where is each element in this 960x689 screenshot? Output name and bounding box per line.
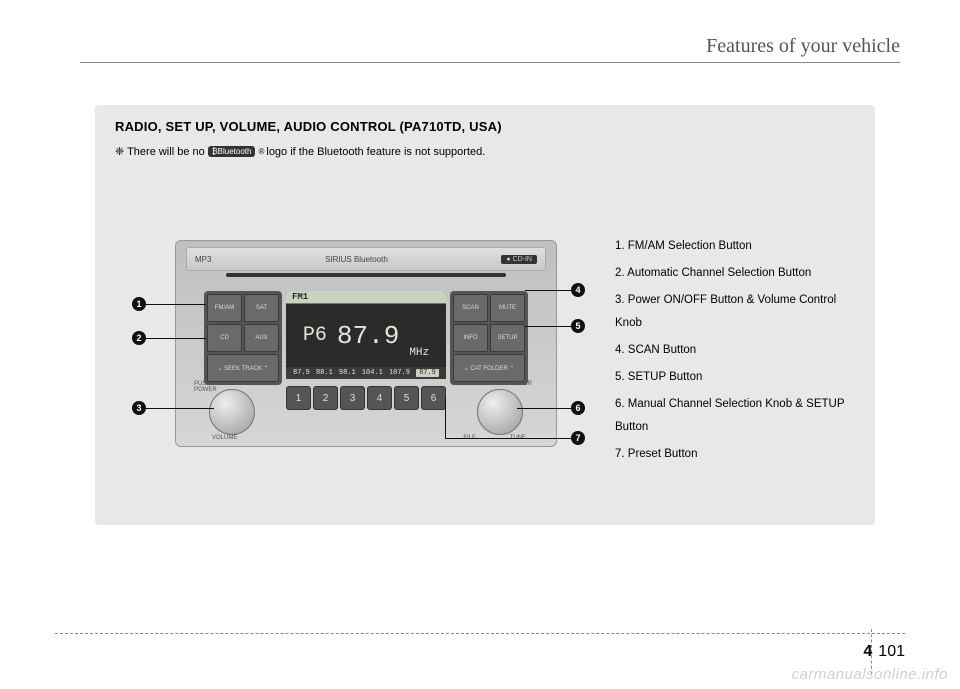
- registered-mark: ®: [258, 147, 264, 156]
- setup-button: SETUP: [490, 324, 525, 352]
- radio-top-strip: MP3 SIRIUS Bluetooth ● CD-IN: [186, 247, 546, 271]
- info-button: INFO: [453, 324, 488, 352]
- mp3-label: MP3: [195, 255, 211, 264]
- preset-freq-3: 98.1: [339, 369, 356, 377]
- callout-3-line: [146, 408, 214, 409]
- preset-freq-4: 104.1: [362, 369, 383, 377]
- page-number: 4 101: [863, 643, 905, 661]
- callout-3: 3: [132, 401, 146, 415]
- radio-illustration: MP3 SIRIUS Bluetooth ● CD-IN FM/AM SAT C…: [175, 240, 557, 447]
- callout-7-line: [445, 438, 571, 439]
- legend-item-4: 4. SCAN Button: [615, 339, 855, 362]
- left-button-panel: FM/AM SAT CD AUX ⌄ SEEK TRACK ⌃: [204, 291, 282, 385]
- legend-list: 1. FM/AM Selection Button 2. Automatic C…: [615, 235, 855, 470]
- callout-1: 1: [132, 297, 146, 311]
- volume-knob: [209, 389, 255, 435]
- cd-in-indicator: ● CD-IN: [501, 255, 537, 264]
- tune-knob: [477, 389, 523, 435]
- right-button-panel: SCAN MUTE INFO SETUP ⌄ CAT FOLDER ⌃: [450, 291, 528, 385]
- cd-button: CD: [207, 324, 242, 352]
- mute-button: MUTE: [490, 294, 525, 322]
- callout-7: 7: [571, 431, 585, 445]
- legend-item-2: 2. Automatic Channel Selection Button: [615, 262, 855, 285]
- preset-freq-2: 88.1: [316, 369, 333, 377]
- legend-item-3: 3. Power ON/OFF Button & Volume Control …: [615, 289, 855, 335]
- legend-item-5: 5. SETUP Button: [615, 366, 855, 389]
- screen-preset: P6: [303, 324, 327, 347]
- push-power-label: PUSH POWER: [194, 381, 217, 393]
- callout-5: 5: [571, 319, 585, 333]
- sirius-label: SIRIUS Bluetooth: [325, 255, 388, 264]
- page-number-value: 101: [878, 643, 905, 661]
- preset-btn-5: 5: [394, 386, 419, 410]
- legend-item-1: 1. FM/AM Selection Button: [615, 235, 855, 258]
- screen-presets-row: 87.9 88.1 98.1 104.1 107.9 87.9: [286, 367, 446, 379]
- callout-6: 6: [571, 401, 585, 415]
- preset-freq-5: 107.9: [389, 369, 410, 377]
- cd-slot: [226, 273, 506, 277]
- legend-item-7: 7. Preset Button: [615, 443, 855, 466]
- note-suffix: logo if the Bluetooth feature is not sup…: [266, 146, 485, 158]
- note-prefix: ❈ There will be no: [115, 145, 205, 158]
- watermark: carmanualsonline.info: [792, 666, 948, 683]
- preset-btn-2: 2: [313, 386, 338, 410]
- header-rule: [80, 62, 900, 63]
- preset-freq-6: 87.9: [416, 369, 439, 377]
- screen-unit: MHz: [409, 347, 429, 359]
- aux-button: AUX: [244, 324, 279, 352]
- sat-button: SAT: [244, 294, 279, 322]
- screen-band: FM1: [286, 291, 446, 304]
- bluetooth-badge: ₿ Bluetooth: [208, 146, 256, 157]
- callout-5-line: [525, 326, 571, 327]
- content-box: RADIO, SET UP, VOLUME, AUDIO CONTROL (PA…: [95, 105, 875, 525]
- volume-label: VOLUME: [212, 435, 237, 441]
- preset-btn-6: 6: [421, 386, 446, 410]
- preset-freq-1: 87.9: [293, 369, 310, 377]
- callout-2-line: [146, 338, 206, 339]
- legend-item-6: 6. Manual Channel Selection Knob & SETUP…: [615, 393, 855, 439]
- page-header: Features of your vehicle: [706, 35, 900, 58]
- bluetooth-badge-text: Bluetooth: [218, 147, 252, 156]
- scan-button: SCAN: [453, 294, 488, 322]
- section-number: 4: [863, 643, 872, 661]
- box-note: ❈ There will be no ₿ Bluetooth ® logo if…: [115, 145, 485, 158]
- radio-screen: FM1 P6 87.9 MHz 87.9 88.1 98.1 104.1 107…: [286, 291, 446, 379]
- footer-dashed-line: [55, 633, 905, 634]
- preset-button-bar: 1 2 3 4 5 6: [286, 386, 446, 410]
- callout-4: 4: [571, 283, 585, 297]
- callout-7-line-v: [445, 398, 446, 438]
- box-title: RADIO, SET UP, VOLUME, AUDIO CONTROL (PA…: [115, 119, 502, 134]
- callout-2: 2: [132, 331, 146, 345]
- preset-btn-4: 4: [367, 386, 392, 410]
- preset-btn-1: 1: [286, 386, 311, 410]
- screen-frequency: 87.9: [337, 321, 399, 351]
- callout-1-line: [146, 304, 206, 305]
- cat-folder-button: ⌄ CAT FOLDER ⌃: [453, 354, 525, 382]
- callout-6-line: [517, 408, 571, 409]
- preset-btn-3: 3: [340, 386, 365, 410]
- seek-track-button: ⌄ SEEK TRACK ⌃: [207, 354, 279, 382]
- callout-4-line: [525, 290, 571, 291]
- enter-label: ENTER: [512, 381, 532, 387]
- fmam-button: FM/AM: [207, 294, 242, 322]
